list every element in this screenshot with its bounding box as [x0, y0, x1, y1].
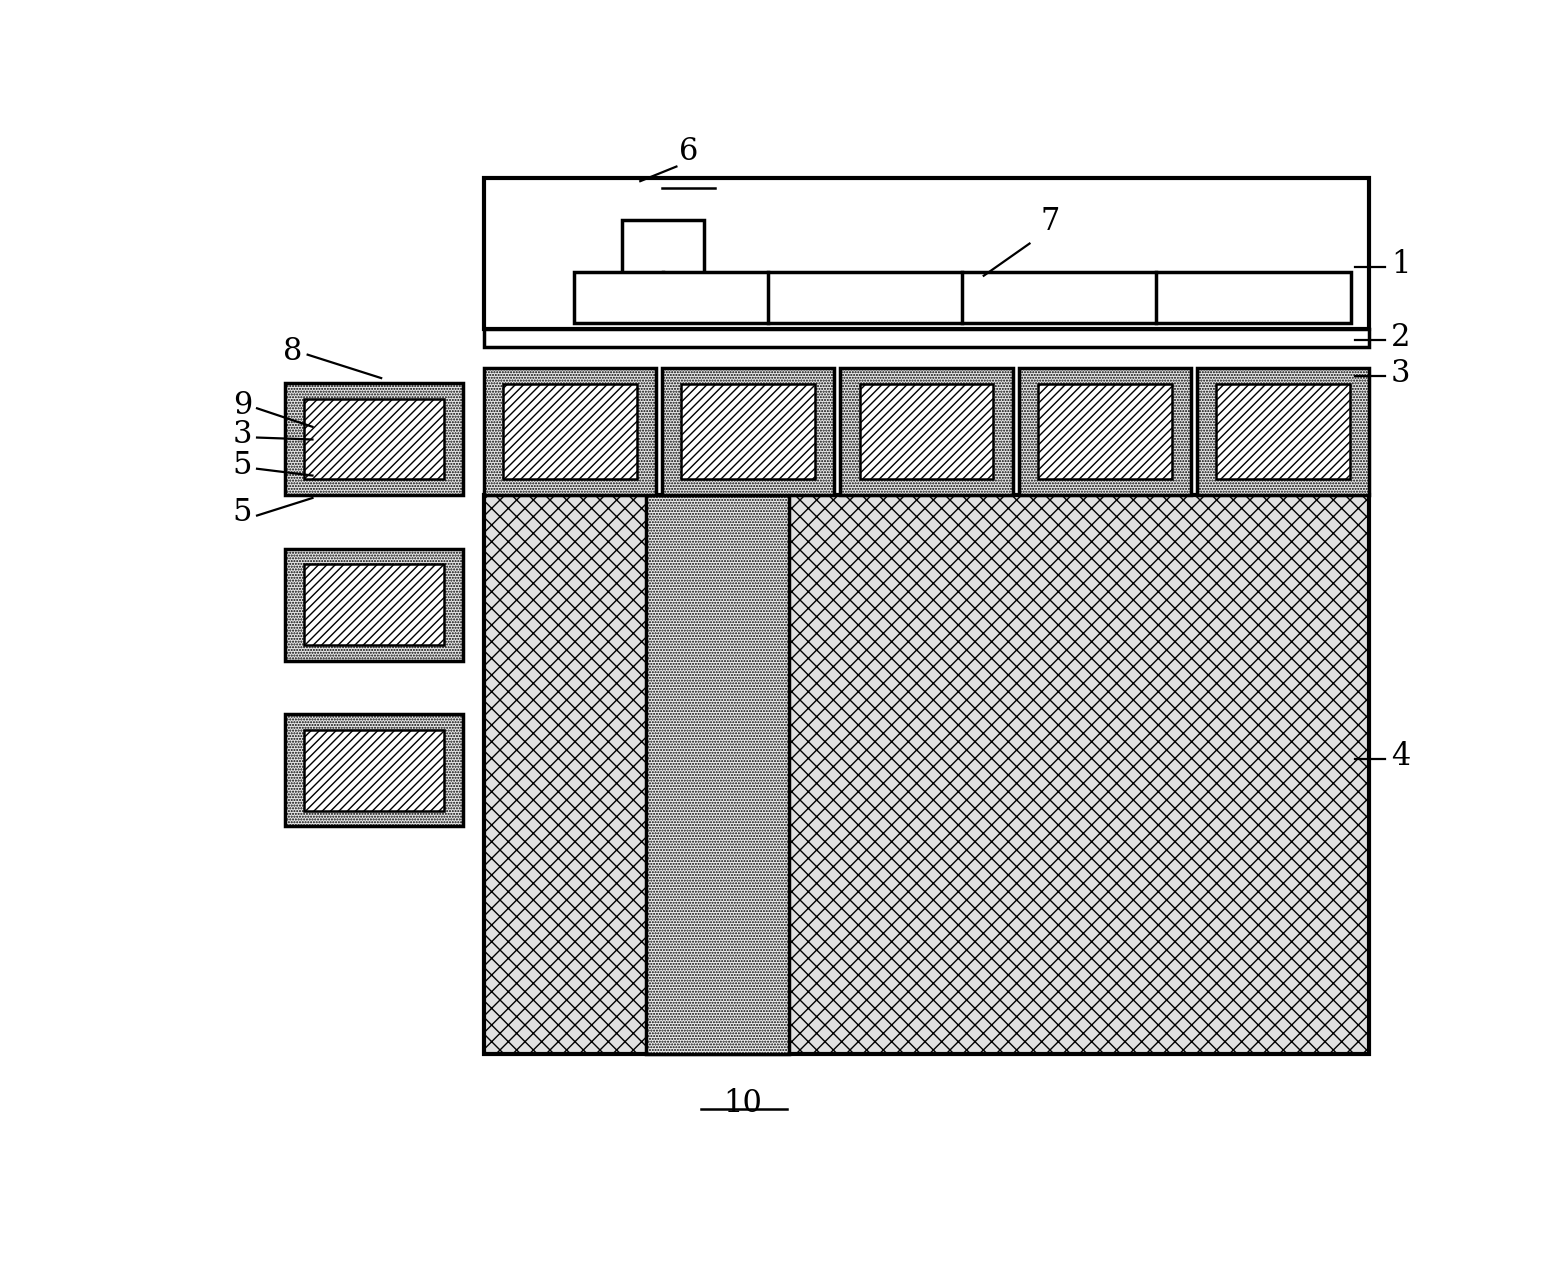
Text: 5: 5	[233, 498, 252, 528]
Bar	[484, 495, 1370, 1053]
Bar	[1039, 384, 1172, 480]
Text: 5: 5	[233, 451, 252, 481]
Bar	[285, 714, 463, 827]
Bar	[502, 384, 636, 480]
Text: 3: 3	[1392, 358, 1410, 389]
Text: 6: 6	[680, 135, 698, 167]
Bar	[622, 220, 704, 286]
Text: 10: 10	[723, 1087, 762, 1119]
Bar	[647, 495, 788, 1053]
Bar	[1019, 368, 1191, 495]
Bar	[860, 384, 994, 480]
Bar	[285, 548, 463, 661]
Text: 8: 8	[283, 337, 303, 367]
Text: 1: 1	[1392, 248, 1410, 280]
Text: 4: 4	[1392, 741, 1410, 772]
Text: 7: 7	[1040, 206, 1059, 237]
Bar	[305, 565, 443, 646]
Bar	[484, 179, 1370, 329]
Bar	[1216, 384, 1350, 480]
Bar	[574, 272, 1351, 323]
Text: 2: 2	[1392, 322, 1410, 353]
Bar	[484, 329, 1370, 347]
Bar	[662, 368, 835, 495]
Bar	[681, 384, 815, 480]
Bar	[305, 399, 443, 480]
Bar	[285, 382, 463, 495]
Bar	[484, 368, 656, 495]
Bar	[305, 730, 443, 812]
Bar	[647, 495, 788, 1053]
Text: 3: 3	[233, 419, 252, 451]
Bar	[840, 368, 1012, 495]
Bar	[1197, 368, 1370, 495]
Text: 9: 9	[233, 390, 252, 420]
